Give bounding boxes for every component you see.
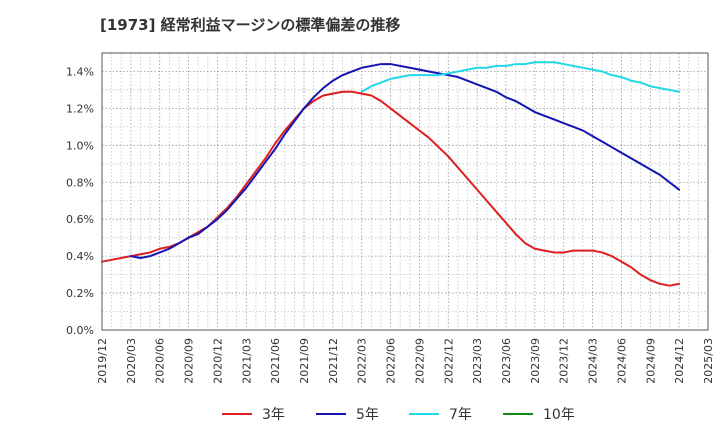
series-line-2 [129, 63, 681, 259]
grid-lines [102, 52, 708, 330]
x-tick-label: 2021/03 [240, 338, 253, 384]
x-tick-label: 2020/06 [154, 338, 167, 384]
legend-label-1: 3年 [262, 407, 285, 423]
plot-frame [101, 52, 709, 331]
x-tick-label: 2022/03 [356, 338, 369, 384]
x-tick-label: 2024/06 [615, 338, 628, 384]
x-tick-label: 2020/12 [211, 338, 224, 384]
chart-title: [1973] 経常利益マージンの標準偏差の推移 [100, 16, 401, 34]
legend-label-3: 7年 [449, 407, 472, 423]
y-tick-label: 1.2% [66, 102, 94, 115]
x-tick-label: 2021/12 [327, 338, 340, 384]
y-tick-label: 0.6% [66, 213, 94, 226]
x-tick-label: 2023/06 [500, 338, 513, 384]
series-lines [101, 61, 681, 287]
x-tick-label: 2020/03 [125, 338, 138, 384]
legend-label-2: 5年 [356, 407, 379, 423]
x-tick-label: 2023/09 [529, 338, 542, 384]
x-tick-label: 2021/06 [269, 338, 282, 384]
y-tick-label: 0.0% [66, 324, 94, 337]
series-line-1 [101, 90, 681, 287]
x-tick-label: 2022/12 [442, 338, 455, 384]
y-tick-label: 0.4% [66, 250, 94, 263]
y-tick-label: 1.4% [66, 65, 94, 78]
x-tick-label: 2024/09 [644, 338, 657, 384]
legend-label-4: 10年 [543, 407, 575, 423]
y-tick-label: 0.8% [66, 176, 94, 189]
x-tick-label: 2022/06 [385, 338, 398, 384]
y-tick-label: 0.2% [66, 287, 94, 300]
plot-area [102, 53, 708, 330]
x-tick-label: 2023/03 [471, 338, 484, 384]
x-tick-label: 2024/03 [587, 338, 600, 384]
y-tick-label: 1.0% [66, 139, 94, 152]
axes: 0.0% 0.2% 0.4% 0.6% 0.8% 1.0% 1.2% 1.4% 2019/12 2… [66, 52, 715, 384]
x-tick-label: 2023/12 [558, 338, 571, 384]
x-tick-label: 2022/09 [413, 338, 426, 384]
x-tick-label: 2021/09 [298, 338, 311, 384]
x-tick-label: 2024/12 [673, 338, 686, 384]
legend: 3年 5年 7年 10年 [222, 407, 575, 423]
plot-background [102, 53, 708, 330]
series-line-3 [360, 61, 681, 93]
x-tick-label: 2019/12 [96, 338, 109, 384]
x-tick-label: 2025/03 [702, 338, 715, 384]
x-tick-label: 2020/09 [183, 338, 196, 384]
